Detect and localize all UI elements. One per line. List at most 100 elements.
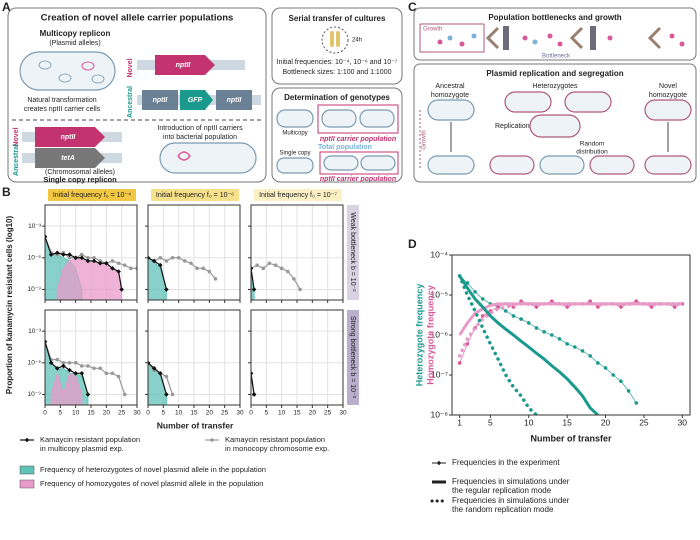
area [56, 257, 123, 300]
row-header: Strong bottleneck b = 10⁻³ [349, 316, 356, 399]
marker [255, 263, 259, 267]
legend-label: Kamaycin resistant population [225, 435, 325, 444]
cell-dot [437, 39, 443, 45]
marker [54, 365, 60, 371]
x-tick-label: 5 [488, 417, 493, 427]
label: Initial frequencies: 10⁻⁴, 10⁻⁶ and 10⁻⁷ [277, 59, 398, 66]
label: (Chromosomal alleles) [45, 169, 115, 176]
marker [251, 371, 254, 376]
marker [24, 437, 30, 443]
x-tick-label: 10 [72, 410, 80, 417]
marker [298, 287, 302, 292]
marker [45, 339, 48, 344]
panel-letter: D [408, 237, 417, 251]
y-tick-label: 10⁻⁶ [431, 329, 448, 339]
plot-frame [250, 309, 344, 406]
x-tick-label: 20 [309, 410, 317, 417]
marker [480, 314, 485, 318]
label: homozygote [649, 92, 687, 99]
x-tick-label: 20 [601, 417, 611, 427]
gene [155, 55, 215, 75]
marker [596, 305, 600, 309]
tube [336, 31, 340, 47]
y-tick-label: 10⁻⁶ [28, 359, 42, 366]
chart: 0 5 10 15 20 25 30 [145, 309, 244, 417]
marker [148, 360, 151, 366]
cell [321, 109, 357, 128]
label: Ancestral [127, 86, 134, 118]
marker [98, 259, 102, 263]
cell [276, 157, 314, 174]
y-axis-label: Heterozygote frequency [414, 284, 424, 387]
x-tick-label: 25 [324, 410, 332, 417]
label: Replication [495, 123, 530, 130]
marker [85, 258, 91, 264]
label: Bottleneck [542, 54, 571, 60]
x-tick-label: 5 [162, 410, 166, 417]
plasmid [91, 74, 105, 84]
cell-dot [669, 33, 675, 39]
label: Novel [127, 58, 134, 77]
plot-frame [451, 254, 691, 416]
x-tick-label: 25 [118, 410, 126, 417]
marker [603, 366, 608, 370]
row-bg [347, 205, 359, 300]
panel-c-box [413, 7, 697, 61]
marker [116, 374, 121, 379]
marker [104, 260, 109, 266]
plot-frame [147, 309, 241, 406]
column-header: Initial frequency f₀ = 10⁻⁶ [156, 192, 234, 199]
marker [122, 392, 127, 397]
marker [619, 305, 623, 309]
label: Total population [318, 144, 372, 151]
chevron [569, 26, 584, 50]
marker [104, 371, 109, 376]
marker [54, 250, 60, 256]
x-tick-label: 0 [43, 410, 47, 417]
marker [251, 266, 254, 271]
marker [164, 259, 169, 263]
label: Natural transformation [27, 97, 96, 104]
x-tick-label: 25 [221, 410, 229, 417]
marker [110, 259, 115, 263]
gene [180, 90, 213, 110]
gene-label: tetA [61, 155, 75, 162]
marker [573, 345, 577, 349]
line [459, 275, 637, 404]
legend-label: Frequencies in simulations under [452, 496, 570, 505]
cell [427, 155, 475, 175]
marker [207, 269, 212, 274]
tube [330, 31, 334, 47]
marker [80, 364, 84, 368]
label: (Plasmid alleles) [49, 40, 100, 47]
plot-frame [147, 204, 241, 301]
legend-label: Kamaycin resistant population [40, 435, 140, 444]
header-bg [48, 189, 136, 201]
label: 24h [352, 38, 362, 44]
y-tick-label: 10⁻³ [28, 223, 42, 230]
chart: 10⁻⁹ 10⁻⁶ 10⁻³ 0 5 10 15 20 25 30 [28, 309, 141, 417]
marker [273, 263, 278, 267]
cell [644, 99, 692, 121]
cell-dot [522, 35, 528, 41]
y-axis-label: Homozygote frequency [425, 285, 435, 385]
plot [45, 234, 137, 300]
legend-label: Frequencies in the experiment [452, 458, 560, 467]
plot-frame [250, 204, 344, 301]
x-tick-label: 30 [133, 410, 141, 417]
marker [67, 367, 72, 373]
marker [588, 299, 592, 303]
marker [122, 263, 127, 267]
marker [511, 314, 516, 318]
marker [80, 252, 84, 257]
gene-label: GFP [188, 97, 203, 104]
marker [550, 299, 554, 303]
label: Ancestral [435, 83, 465, 90]
marker [79, 371, 85, 376]
marker [73, 371, 78, 376]
marker [565, 305, 569, 309]
marker [503, 309, 508, 313]
header-bg [151, 189, 239, 201]
legend-label: the regular replication mode [452, 486, 552, 495]
line [251, 262, 301, 290]
